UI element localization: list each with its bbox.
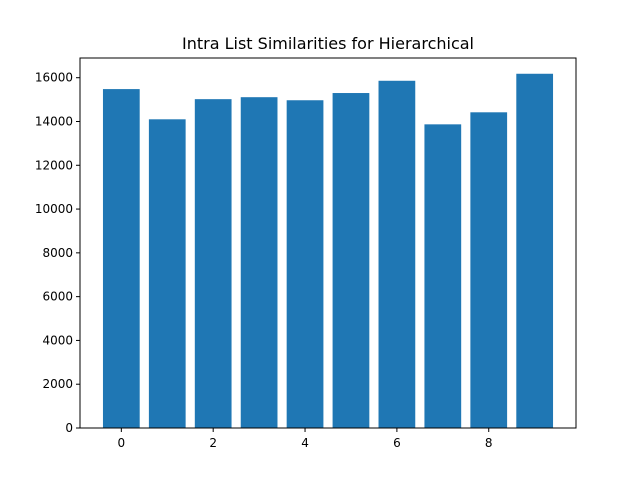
x-axis: 0 2 4 6 8	[118, 428, 493, 450]
y-axis: 0 2000 4000 6000 8000 10000 12000 14000 16000	[35, 71, 80, 435]
y-tick-label: 10000	[35, 202, 73, 216]
x-tick-label: 6	[393, 436, 401, 450]
bar-6	[378, 80, 416, 429]
y-tick-label: 6000	[42, 290, 73, 304]
x-tick-label: 4	[301, 436, 309, 450]
bar-3	[240, 97, 278, 428]
x-tick-label: 2	[209, 436, 217, 450]
y-tick-label: 16000	[35, 71, 73, 85]
y-tick-label: 4000	[42, 333, 73, 347]
plot-frame	[79, 57, 577, 429]
x-tick-label: 8	[485, 436, 493, 450]
bar-5	[332, 93, 370, 428]
y-tick-label: 8000	[42, 246, 73, 260]
bar-7	[424, 124, 462, 428]
bar-9	[516, 73, 554, 428]
y-tick-label: 0	[65, 421, 73, 435]
bar-4	[286, 100, 324, 428]
x-tick-label: 0	[118, 436, 126, 450]
y-tick-label: 2000	[42, 377, 73, 391]
y-tick-label: 12000	[35, 158, 73, 172]
bars-group	[102, 73, 554, 429]
chart-title: Intra List Similarities for Hierarchical	[182, 34, 474, 53]
y-tick-label: 14000	[35, 114, 73, 128]
bar-8	[470, 112, 508, 429]
bar-1	[148, 119, 186, 429]
bar-2	[194, 99, 232, 428]
bar-0	[102, 89, 140, 428]
